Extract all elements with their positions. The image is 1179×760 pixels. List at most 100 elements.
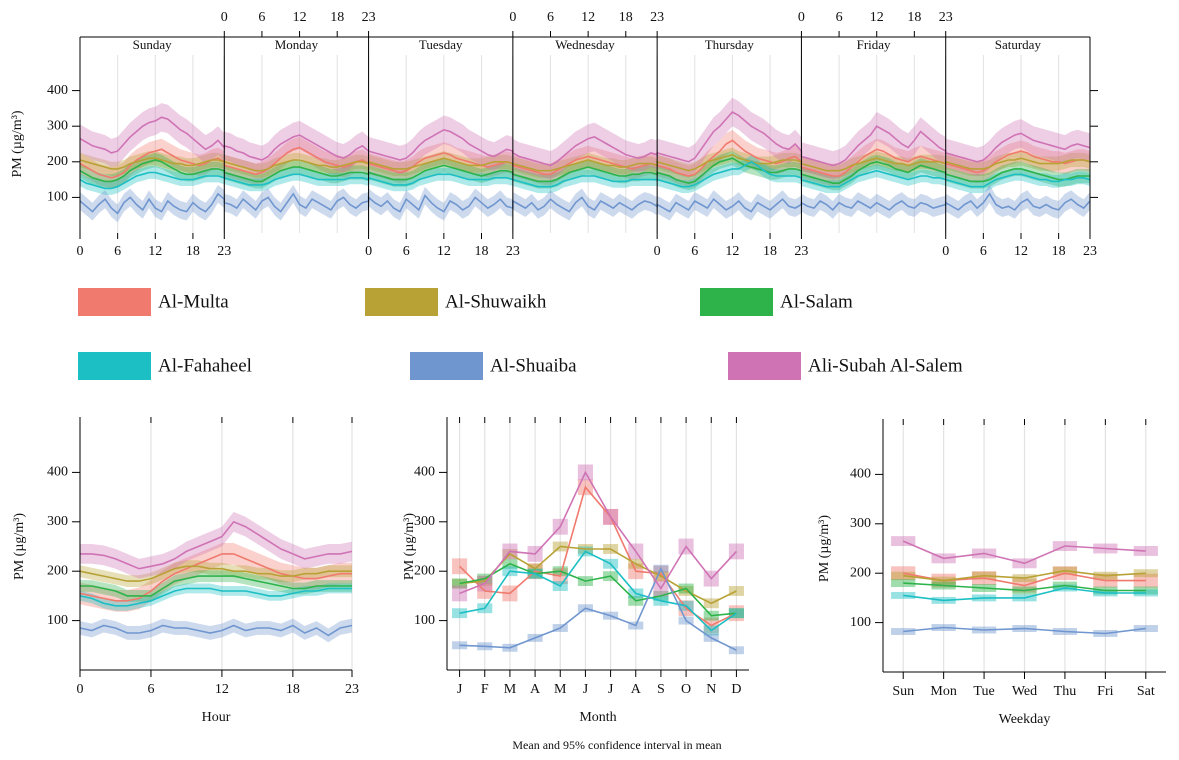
x-tick-label: 6 — [547, 10, 554, 25]
confidence-box — [728, 608, 744, 619]
x-tick-label: D — [731, 682, 741, 697]
y-tick-label: 300 — [850, 516, 871, 531]
confidence-band — [80, 543, 352, 612]
x-tick-label: J — [583, 682, 589, 697]
confidence-box — [452, 585, 468, 602]
confidence-band — [80, 570, 352, 602]
x-tick-label: 0 — [509, 10, 516, 25]
x-tick-label: S — [657, 682, 665, 697]
confidence-box — [728, 586, 744, 596]
x-tick-label: 12 — [1014, 244, 1028, 259]
series-line — [903, 626, 1146, 635]
x-tick-label: 0 — [365, 244, 372, 259]
y-axis-label: PM (µg/m³) — [817, 515, 832, 582]
legend-label: Al-Shuaiba — [490, 355, 577, 376]
x-tick-label: 12 — [581, 10, 595, 25]
x-tick-label: 6 — [114, 244, 121, 259]
legend-label: Al-Salam — [780, 291, 853, 312]
x-tick-label: 12 — [870, 10, 884, 25]
confidence-band — [80, 97, 1090, 180]
series-line — [80, 520, 353, 570]
confidence-band — [80, 618, 352, 643]
x-tick-label: 23 — [939, 10, 953, 25]
series-line — [459, 566, 737, 651]
panel-label: Friday — [857, 37, 891, 52]
confidence-box — [728, 646, 744, 655]
panel-label: Thursday — [705, 37, 755, 52]
confidence-box — [452, 641, 468, 650]
x-tick-label: 23 — [506, 244, 520, 259]
series-line — [79, 160, 1091, 190]
legend-swatch — [78, 288, 151, 316]
y-axis-label: PM (µg/m³) — [402, 513, 417, 580]
series-line — [903, 582, 1146, 592]
y-tick-label: 300 — [47, 514, 68, 529]
x-tick-label: N — [706, 682, 716, 697]
x-tick-label: 6 — [980, 244, 987, 259]
x-tick-label: 18 — [330, 10, 344, 25]
series-line — [79, 553, 352, 602]
series-line — [80, 575, 352, 597]
y-tick-label: 200 — [47, 563, 68, 578]
series-line — [79, 110, 1091, 167]
legend-label: Ali-Subah Al-Salem — [808, 355, 963, 376]
series-line — [79, 624, 353, 637]
y-tick-label: 100 — [47, 190, 68, 205]
confidence-box — [452, 578, 468, 589]
x-tick-label: 23 — [217, 244, 231, 259]
x-tick-label: 18 — [907, 10, 921, 25]
legend-swatch — [78, 352, 151, 380]
confidence-box — [728, 608, 744, 619]
caption: Mean and 95% confidence interval in mean — [512, 738, 721, 752]
x-tick-label: Wed — [1012, 684, 1037, 699]
legend-label: Al-Multa — [158, 291, 229, 312]
x-tick-label: 0 — [77, 682, 84, 697]
x-tick-label: A — [631, 682, 642, 697]
x-tick-label: M — [554, 682, 567, 697]
x-tick-label: 12 — [148, 244, 162, 259]
series-line — [79, 157, 1090, 185]
y-tick-label: 400 — [47, 465, 68, 480]
x-tick-label: 23 — [345, 682, 359, 697]
x-tick-label: 0 — [942, 244, 949, 259]
series-line — [459, 562, 737, 617]
x-tick-label: 23 — [650, 10, 664, 25]
y-tick-label: 200 — [850, 565, 871, 580]
y-tick-label: 400 — [47, 83, 68, 98]
x-tick-label: 12 — [437, 244, 451, 259]
y-tick-label: 400 — [414, 465, 435, 480]
y-tick-label: 100 — [414, 613, 435, 628]
confidence-box — [728, 605, 744, 622]
y-axis-label: PM (µg/m³) — [10, 110, 25, 177]
y-axis-label: PM (µg/m³) — [12, 513, 27, 580]
y-tick-label: 200 — [47, 154, 68, 169]
legend-swatch — [365, 288, 438, 316]
x-axis-label: Weekday — [999, 712, 1051, 727]
confidence-band — [80, 511, 352, 579]
panel-label: Monday — [275, 37, 319, 52]
panel-label: Saturday — [995, 37, 1042, 52]
confidence-band — [80, 129, 1090, 189]
legend-swatch — [728, 352, 801, 380]
series-line — [79, 587, 352, 607]
x-tick-label: 12 — [215, 682, 229, 697]
legend-label: Al-Shuwaikh — [445, 291, 547, 312]
x-tick-label: F — [481, 682, 489, 697]
x-tick-label: 0 — [221, 10, 228, 25]
x-tick-label: 18 — [186, 244, 200, 259]
x-tick-label: J — [457, 682, 463, 697]
x-tick-label: Mon — [930, 684, 956, 699]
x-tick-label: Fri — [1097, 684, 1113, 699]
x-tick-label: 18 — [474, 244, 488, 259]
x-tick-label: 0 — [77, 244, 84, 259]
panel-label: Wednesday — [555, 37, 615, 52]
confidence-box — [452, 578, 468, 589]
series-line — [459, 470, 737, 595]
x-tick-label: Thu — [1054, 684, 1077, 699]
confidence-band — [80, 155, 1090, 195]
x-tick-label: Tue — [973, 684, 994, 699]
series-line — [459, 485, 737, 627]
legend-label: Al-Fahaheel — [158, 355, 252, 376]
confidence-band — [80, 184, 1090, 223]
